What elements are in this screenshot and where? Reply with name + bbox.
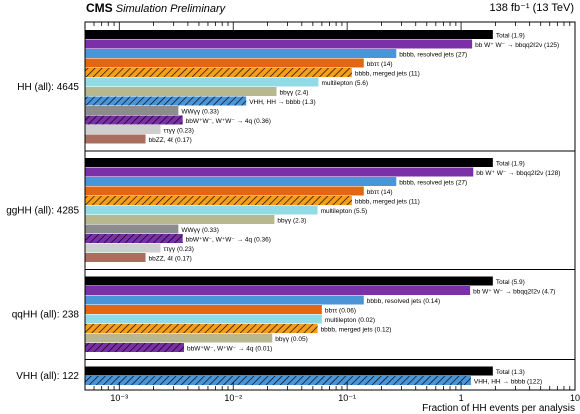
bar-label: bbbb, resolved jets (0.14) xyxy=(367,298,440,305)
bar-label: bbττ (14) xyxy=(367,189,393,196)
x-tick-label: 10⁻² xyxy=(224,393,242,403)
bar xyxy=(85,276,493,286)
bar-label: Total (5.9) xyxy=(496,279,525,286)
bar xyxy=(85,177,397,186)
bar-label: multilepton (5.6) xyxy=(321,80,368,87)
bar-label: multilepton (5.5) xyxy=(321,208,368,215)
x-tick-label: 1 xyxy=(459,393,464,403)
bar-label: bbW⁺W⁻, W⁺W⁻ → 4q (0.01) xyxy=(187,346,272,353)
group-label: qqHH (all): 238 xyxy=(12,310,80,321)
bar-label: bbγγ (2.3) xyxy=(277,218,306,225)
bar-label: bbbb, resolved jets (27) xyxy=(399,52,467,59)
bar-label: bb W⁺ W⁻ → bbqq2ℓ2ν (4.7) xyxy=(473,289,555,296)
bar-hatch xyxy=(85,324,318,333)
bar xyxy=(85,58,364,68)
bar-label: bbbb, merged jets (11) xyxy=(355,199,420,206)
x-tick-label: 10⁻¹ xyxy=(338,393,356,403)
x-tick-label: 10 xyxy=(570,393,580,403)
bar xyxy=(85,205,318,215)
bar xyxy=(85,295,364,305)
bar xyxy=(85,253,146,262)
bar xyxy=(85,186,364,196)
bar xyxy=(85,314,322,324)
bar-label: bbZZ, 4ℓ (0.17) xyxy=(149,256,192,263)
bar-label: WWγγ (0.33) xyxy=(181,109,219,116)
bar-hatch xyxy=(85,96,247,106)
group-label: VHH (all): 122 xyxy=(16,371,79,382)
bar-label: multilepton (0.02) xyxy=(325,317,375,324)
bar-label: bbγγ (0.05) xyxy=(275,336,308,343)
experiment-label: CMS xyxy=(86,1,113,15)
bar xyxy=(85,39,473,49)
bar-hatch xyxy=(85,343,185,352)
bar-label: bbbb, merged jets (11) xyxy=(355,71,420,78)
lumi-label: 138 fb⁻¹ (13 TeV) xyxy=(489,2,574,14)
plot-frame xyxy=(84,21,576,391)
bar-label: bbbb, merged jets (0.12) xyxy=(321,327,392,334)
bar-label: bb W⁺ W⁻ → bbqq2ℓ2ν (128) xyxy=(476,170,560,177)
x-axis-label: Fraction of HH events per analysis xyxy=(422,403,575,414)
bar-hatch xyxy=(85,115,183,125)
group-label: ggHH (all): 4285 xyxy=(6,205,79,216)
bar xyxy=(85,305,322,314)
bar-label: Total (1.9) xyxy=(496,161,525,168)
bar xyxy=(85,243,161,253)
bar-label: WWγγ (0.33) xyxy=(181,227,219,234)
bar xyxy=(85,224,179,234)
bar-label: bb W⁺ W⁻ → bbqq2ℓ2ν (125) xyxy=(475,42,559,49)
bar-label: Total (1.3) xyxy=(496,369,525,376)
bar-label: bbbb, resolved jets (27) xyxy=(399,180,467,187)
bar xyxy=(85,167,474,177)
bar xyxy=(85,158,493,167)
bar xyxy=(85,125,161,134)
bar-label: bbττ (0.06) xyxy=(325,308,356,315)
bar-label: ττγγ (0.23) xyxy=(164,246,194,253)
bar xyxy=(85,77,319,87)
bar xyxy=(85,366,493,376)
bar-hatch xyxy=(85,376,471,385)
bar-label: bbW⁺W⁻, W⁺W⁻ → 4q (0.36) xyxy=(186,237,271,244)
x-tick-label: 10⁻³ xyxy=(110,393,128,403)
bar-label: Total (1.9) xyxy=(496,33,525,40)
bar xyxy=(85,49,397,58)
header-left: CMS Simulation Preliminary xyxy=(86,1,225,15)
bar-label: VHH, HH → bbbb (1.3) xyxy=(249,99,315,106)
bar xyxy=(85,30,493,39)
bar-label: bbZZ, 4ℓ (0.17) xyxy=(149,137,192,144)
bar-hatch xyxy=(85,68,352,77)
bar xyxy=(85,106,179,115)
bar-label: bbγγ (2.4) xyxy=(280,90,309,97)
bar xyxy=(85,134,146,144)
group-label: HH (all): 4645 xyxy=(17,82,79,93)
bar-label: bbττ (14) xyxy=(367,61,393,68)
bar-label: ττγγ (0.23) xyxy=(164,128,194,135)
bar-label: bbW⁺W⁻, W⁺W⁻ → 4q (0.36) xyxy=(186,118,271,125)
bar xyxy=(85,87,277,96)
bar-label: VHH, HH → bbbb (122) xyxy=(474,379,542,386)
bar-hatch xyxy=(85,196,352,205)
bar-hatch xyxy=(85,234,183,243)
bar xyxy=(85,215,275,224)
status-label: Simulation Preliminary xyxy=(115,3,226,15)
bar xyxy=(85,333,273,343)
bar xyxy=(85,286,471,295)
